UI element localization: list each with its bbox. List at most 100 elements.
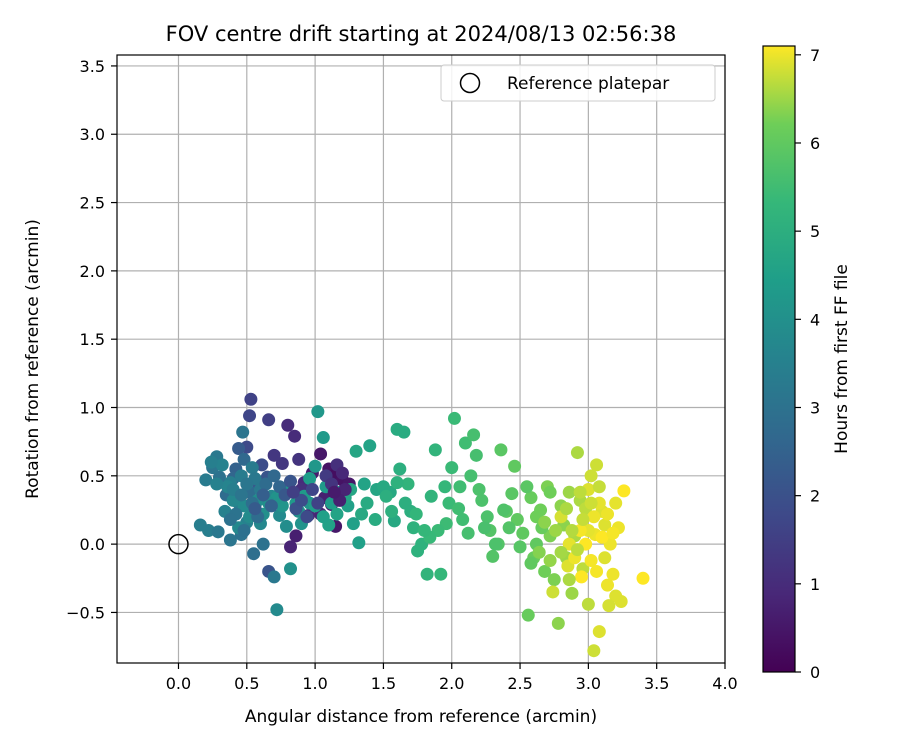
data-point	[521, 608, 535, 622]
data-point	[602, 599, 616, 613]
data-point	[236, 425, 250, 439]
data-point	[442, 496, 456, 510]
data-point	[223, 533, 237, 547]
data-point	[406, 521, 420, 535]
data-point	[475, 493, 489, 507]
data-point	[438, 480, 452, 494]
data-point	[538, 564, 552, 578]
data-point	[584, 554, 598, 568]
data-point	[453, 480, 467, 494]
data-point	[267, 570, 281, 584]
data-point	[581, 597, 595, 611]
data-point	[288, 429, 302, 443]
data-point	[486, 549, 500, 563]
grid-lines	[117, 55, 726, 663]
data-point	[562, 573, 576, 587]
data-point	[211, 525, 225, 539]
data-point	[420, 567, 434, 581]
data-point	[598, 518, 612, 532]
y-tick-label: 1.5	[80, 330, 105, 349]
data-point	[464, 469, 478, 483]
data-point	[311, 496, 325, 510]
data-point	[524, 556, 538, 570]
data-point	[357, 477, 371, 491]
data-point	[587, 644, 601, 658]
data-point	[262, 413, 276, 427]
data-point	[547, 573, 561, 587]
data-point	[575, 570, 589, 584]
data-point	[424, 489, 438, 503]
colorbar-tick-label: 4	[810, 310, 820, 329]
y-tick-label: 0.5	[80, 467, 105, 486]
data-point	[243, 409, 257, 423]
data-point	[409, 507, 423, 521]
data-point	[508, 459, 522, 473]
reference-marker	[168, 533, 189, 555]
data-point	[267, 448, 281, 462]
data-point	[510, 513, 524, 527]
colorbar-tick-label: 0	[810, 663, 820, 682]
colorbar-tick-label: 3	[810, 398, 820, 417]
data-point	[338, 482, 352, 496]
data-point	[461, 526, 475, 540]
data-point	[360, 496, 374, 510]
data-point	[355, 507, 369, 521]
data-point	[294, 493, 308, 507]
colorbar	[762, 45, 796, 673]
data-point	[543, 554, 557, 568]
data-point	[606, 526, 620, 540]
data-point	[330, 507, 344, 521]
data-point	[286, 485, 300, 499]
data-point	[497, 503, 511, 517]
x-tick-label: 1.5	[371, 674, 396, 693]
data-point	[562, 485, 576, 499]
data-point	[505, 487, 519, 501]
data-point	[199, 473, 213, 487]
data-point	[240, 477, 254, 491]
data-point	[502, 521, 516, 535]
y-tick-label: 2.5	[80, 194, 105, 213]
data-point	[590, 458, 604, 472]
data-point	[452, 502, 466, 516]
legend-entry-reference: Reference platepar	[507, 74, 669, 94]
data-point	[314, 447, 328, 461]
y-axis-ticks: −0.5 0.0 0.5 1.0 1.5 2.0 2.5 3.0 3.5	[66, 57, 117, 622]
data-point	[284, 540, 298, 554]
data-point	[565, 586, 579, 600]
data-point	[614, 595, 628, 609]
legend-reference-icon	[459, 72, 481, 94]
data-point	[284, 474, 298, 488]
data-point	[428, 443, 442, 457]
data-point	[417, 523, 431, 537]
data-point	[368, 513, 382, 527]
data-points	[193, 392, 650, 658]
data-point	[587, 510, 601, 524]
y-tick-label: −0.5	[66, 603, 105, 622]
data-point	[234, 488, 248, 502]
x-axis-label: Angular distance from reference (arcmin)	[245, 707, 597, 727]
data-point	[570, 543, 584, 557]
data-point	[256, 537, 270, 551]
data-point	[590, 564, 604, 578]
data-point	[247, 547, 261, 561]
data-point	[245, 461, 259, 475]
data-point	[210, 477, 224, 491]
data-point	[554, 545, 568, 559]
y-tick-label: 3.5	[80, 57, 105, 76]
data-point	[202, 523, 216, 537]
colorbar-tick-label: 6	[810, 134, 820, 153]
x-tick-label: 3.0	[576, 674, 601, 693]
data-point	[308, 459, 322, 473]
colorbar-label: Hours from first FF file	[832, 264, 852, 454]
data-point	[456, 513, 470, 527]
x-axis-ticks: 0.0 0.5 1.0 1.5 2.0 2.5 3.0 3.5 4.0	[166, 663, 738, 693]
data-point	[595, 530, 609, 544]
data-point	[390, 476, 404, 490]
data-point	[600, 507, 614, 521]
data-point	[397, 425, 411, 439]
data-point	[584, 496, 598, 510]
data-point	[244, 392, 258, 406]
data-point	[534, 503, 548, 517]
data-point	[237, 452, 251, 466]
